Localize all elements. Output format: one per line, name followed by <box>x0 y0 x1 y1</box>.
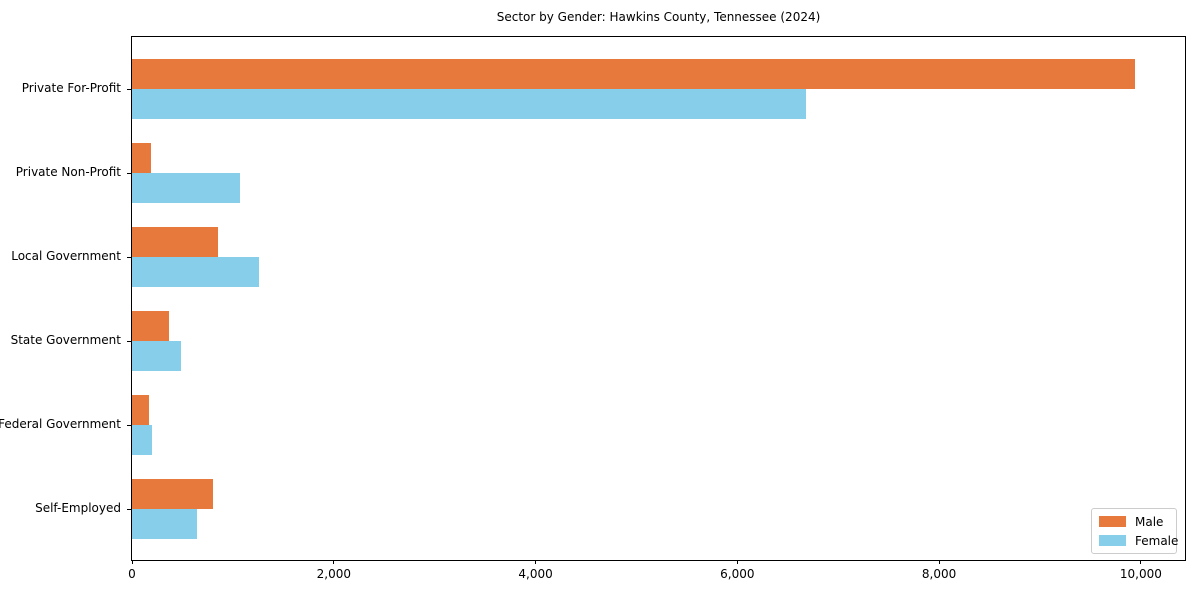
plot-area: 0 2,000 4,000 6,000 8,000 10,000 Private For-… <box>0 36 1186 581</box>
x-tick-label: 4,000 <box>518 567 553 581</box>
legend: Male Female <box>1091 508 1178 554</box>
x-tick-label: 6,000 <box>720 567 755 581</box>
y-tick-label-private-non-profit: Private Non-Profit <box>15 164 121 179</box>
x-tick-mark <box>1140 560 1142 564</box>
x-tick-mark <box>535 560 537 564</box>
y-tick-mark <box>127 172 131 174</box>
x-tick-mark <box>736 560 738 564</box>
legend-item-female: Female <box>1099 534 1178 548</box>
y-tick-label-federal-government: Federal Government <box>0 416 121 431</box>
y-tick-label-private-for-profit: Private For-Profit <box>21 80 121 95</box>
bar-male-federal-government <box>132 394 149 425</box>
y-tick-mark <box>127 256 131 258</box>
chart-title: Sector by Gender: Hawkins County, Tennes… <box>496 10 821 24</box>
x-tick-mark <box>938 560 940 564</box>
x-tick-mark <box>131 560 133 564</box>
y-tick-label-state-government: State Government <box>10 332 121 347</box>
bar-female-private-for-profit <box>132 88 806 119</box>
y-tick-mark <box>127 340 131 342</box>
bar-male-private-for-profit <box>132 58 1135 89</box>
bar-female-private-non-profit <box>132 172 240 203</box>
female-swatch-icon <box>1099 535 1126 546</box>
bar-male-private-non-profit <box>132 142 152 173</box>
legend-label-male: Male <box>1135 514 1164 529</box>
x-tick-label: 2,000 <box>316 567 351 581</box>
bar-female-local-government <box>132 256 259 287</box>
bar-male-local-government <box>132 226 219 257</box>
x-tick-label: 8,000 <box>921 567 957 581</box>
x-tick-label: 10,000 <box>1119 567 1162 581</box>
y-tick-label-local-government: Local Government <box>11 248 121 263</box>
y-tick-label-self-employed: Self-Employed <box>35 500 121 515</box>
y-tick-mark <box>127 508 131 510</box>
x-tick-label: 0 <box>128 567 136 581</box>
x-tick-mark <box>333 560 335 564</box>
bar-male-self-employed <box>132 478 214 509</box>
bar-female-self-employed <box>132 508 198 539</box>
y-tick-mark <box>127 424 131 426</box>
bar-male-state-government <box>132 310 170 341</box>
bar-female-federal-government <box>132 424 153 455</box>
legend-label-female: Female <box>1135 533 1179 548</box>
legend-item-male: Male <box>1099 515 1169 529</box>
y-tick-mark <box>127 88 131 90</box>
male-swatch-icon <box>1099 516 1126 527</box>
bar-female-state-government <box>132 340 182 371</box>
